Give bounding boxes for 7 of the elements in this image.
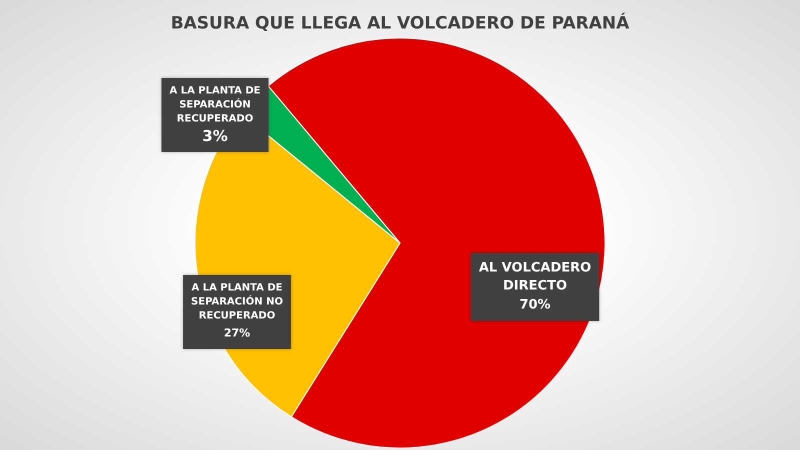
chart-title: BASURA QUE LLEGA AL VOLCADERO DE PARANÁ bbox=[170, 12, 630, 34]
slice-label: A LA PLANTA DE SEPARACIÓN NO RECUPERADO bbox=[191, 282, 283, 322]
data-label: 70% bbox=[519, 298, 551, 312]
data-label: 27% bbox=[224, 326, 250, 340]
data-label: 3% bbox=[202, 127, 228, 145]
slice-label: A LA PLANTA DE SEPARACIÓN RECUPERADO bbox=[169, 86, 261, 124]
slice-label: AL VOLCADERO DIRECTO bbox=[478, 260, 592, 294]
